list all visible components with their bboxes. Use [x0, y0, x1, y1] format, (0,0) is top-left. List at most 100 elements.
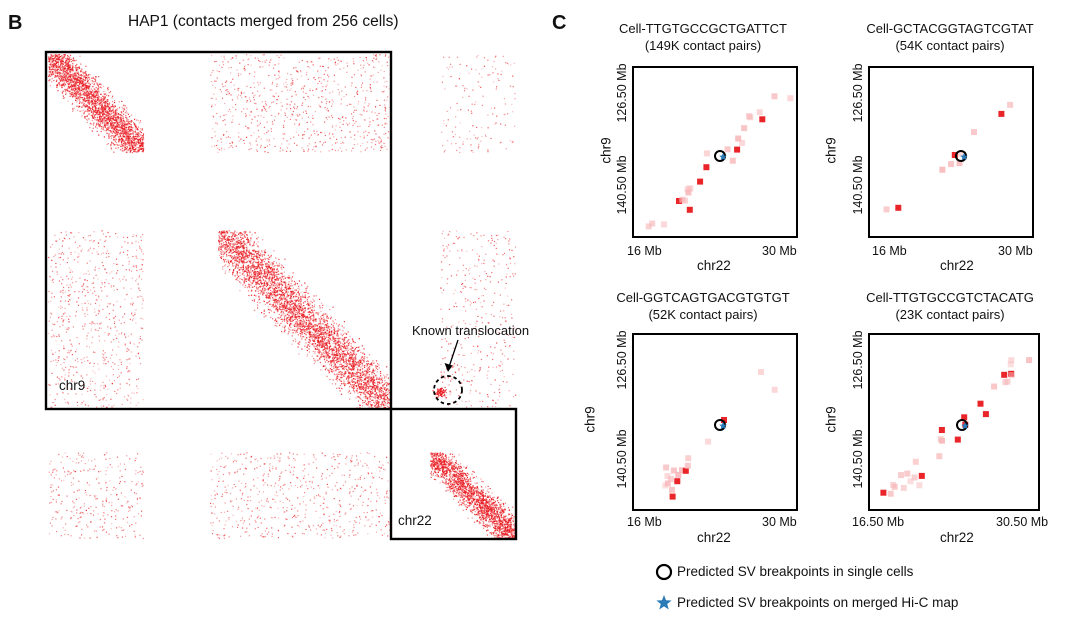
hic-contact-dot — [358, 375, 360, 377]
hic-contact-dot — [120, 127, 122, 129]
hic-contact-dot — [312, 318, 314, 320]
hic-contact-dot — [129, 151, 131, 153]
hic-contact-dot — [50, 66, 52, 69]
hic-contact-dot — [345, 378, 348, 380]
hic-contact-dot — [103, 116, 105, 118]
hic-contact-dot — [96, 100, 98, 102]
hic-contact-dot — [121, 145, 123, 147]
hic-contact-dot — [309, 341, 311, 343]
hic-contact-dot — [311, 305, 313, 307]
hic-contact-dot — [266, 274, 269, 276]
hic-contact-dot — [305, 291, 307, 293]
hic-contact-dot — [77, 74, 79, 76]
hic-contact-dot — [93, 99, 95, 101]
hic-contact-dot — [307, 328, 310, 330]
hic-contact-dot — [331, 323, 333, 325]
hic-contact-dot — [112, 139, 115, 141]
hic-contact-dot — [229, 240, 232, 242]
hic-contact-dot — [115, 113, 117, 115]
hic-contact-dot — [85, 105, 87, 108]
hic-contact-dot — [71, 79, 73, 81]
hic-contact-dot — [304, 326, 306, 328]
hic-contact-dot — [84, 101, 86, 103]
hic-contact-dot — [60, 66, 62, 68]
hic-contact-dot — [240, 261, 243, 263]
hic-contact-dot — [294, 284, 296, 286]
hic-contact-dot — [85, 71, 87, 73]
hic-contact-dot — [286, 305, 288, 307]
hic-contact-dot — [56, 75, 58, 77]
hic-contact-dot — [114, 119, 116, 121]
hic-contact-dot — [93, 122, 95, 124]
hic-contact-dot — [107, 89, 109, 91]
hic-contact-dot — [130, 121, 132, 123]
hic-contact-dot — [326, 344, 328, 346]
hic-contact-dot — [240, 245, 242, 247]
hic-contact-dot — [278, 282, 281, 284]
hic-contact-dot — [77, 78, 79, 80]
hic-contact-dot — [56, 75, 58, 77]
hic-contact-dot — [319, 319, 321, 321]
hic-contact-dot — [120, 112, 122, 114]
hic-contact-dot — [108, 130, 110, 132]
hic-contact-dot — [332, 352, 334, 354]
hic-contact-dot — [258, 273, 260, 275]
hic-contact-dot — [115, 126, 117, 128]
hic-contact-dot — [281, 289, 283, 291]
hic-contact-dot — [378, 403, 380, 405]
hic-contact-dot — [122, 144, 124, 146]
hic-contact-dot — [244, 231, 246, 233]
hic-contact-dot — [368, 363, 370, 365]
hic-contact-dot — [344, 342, 346, 344]
hic-contact-dot — [50, 54, 52, 56]
hic-contact-dot — [124, 143, 126, 145]
hic-contact-dot — [328, 353, 330, 355]
hic-contact-dot — [292, 272, 294, 274]
hic-contact-dot — [295, 282, 297, 284]
hic-contact-dot — [333, 360, 335, 362]
hic-contact-dot — [287, 320, 289, 322]
hic-contact-dot — [343, 383, 345, 385]
hic-contact-dot — [245, 267, 247, 269]
hic-contact-dot — [86, 96, 88, 98]
hic-contact-dot — [93, 105, 95, 107]
hic-contact-dot — [247, 272, 249, 274]
hic-contact-dot — [225, 264, 227, 266]
hic-contact-dot — [105, 118, 108, 120]
hic-contact-dot — [332, 349, 334, 351]
hic-contact-dot — [131, 129, 133, 131]
hic-contact-dot — [59, 72, 61, 74]
hic-contact-dot — [120, 117, 122, 119]
hic-contact-dot — [273, 298, 276, 300]
hic-contact-dot — [272, 299, 275, 301]
hic-contact-dot — [63, 84, 65, 86]
hic-contact-dot — [83, 79, 85, 81]
hic-contact-dot — [263, 313, 265, 315]
hic-contact-dot — [252, 261, 254, 263]
hic-contact-dot — [275, 257, 277, 259]
hic-contact-dot — [321, 346, 323, 348]
hic-contact-dot — [113, 139, 115, 141]
hic-contact-dot — [324, 332, 326, 334]
hic-contact-dot — [108, 103, 111, 105]
hic-contact-dot — [108, 137, 110, 139]
hic-contact-dot — [369, 390, 371, 392]
hic-contact-dot — [321, 336, 323, 339]
hic-contact-dot — [342, 358, 344, 360]
hic-contact-dot — [53, 64, 55, 66]
hic-contact-dot — [68, 87, 70, 89]
hic-contact-dot — [325, 367, 327, 369]
hic-contact-dot — [63, 54, 65, 56]
hic-contact-dot — [312, 312, 315, 314]
hic-contact-dot — [133, 146, 135, 148]
hic-contact-dot — [250, 239, 252, 241]
hic-contact-dot — [370, 404, 372, 406]
hic-contact-dot — [357, 384, 360, 386]
hic-contact-dot — [49, 72, 51, 74]
hic-contact-dot — [83, 85, 85, 87]
hic-contact-dot — [283, 308, 285, 310]
hic-contact-dot — [351, 358, 353, 361]
hic-contact-dot — [254, 271, 256, 273]
hic-contact-dot — [61, 59, 63, 61]
hic-contact-dot — [50, 71, 52, 74]
